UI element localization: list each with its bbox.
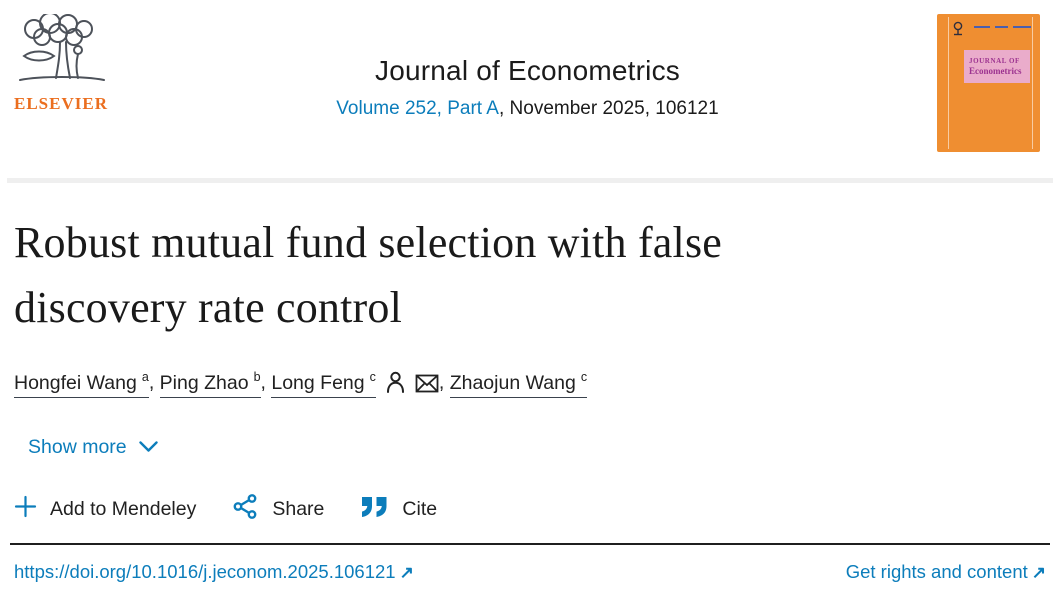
- share-icon: [232, 493, 259, 526]
- cover-rule-left: [948, 17, 949, 149]
- doi-url: https://doi.org/10.1016/j.jeconom.2025.1…: [14, 560, 396, 582]
- author-separator: ,: [260, 371, 272, 394]
- plus-icon: [14, 495, 37, 524]
- author-affiliation-sup: b: [253, 370, 261, 385]
- cover-title-line1: JOURNAL OF: [969, 57, 1020, 65]
- author-affiliation-sup: c: [580, 370, 588, 385]
- share-label: Share: [272, 497, 325, 520]
- issue-info: , November 2025, 106121: [498, 98, 719, 119]
- journal-info: Journal of Econometrics Volume 252, Part…: [118, 14, 937, 120]
- author-name: Zhaojun Wang: [449, 371, 576, 394]
- author-list: Hongfei Wang a, Ping Zhao b, Long Feng c , …: [14, 367, 1046, 403]
- add-to-mendeley-label: Add to Mendeley: [50, 497, 197, 520]
- doi-link[interactable]: https://doi.org/10.1016/j.jeconom.2025.1…: [14, 561, 414, 583]
- author-name: Long Feng: [271, 371, 365, 394]
- elsevier-wordmark: ELSEVIER: [14, 94, 108, 113]
- get-rights-link[interactable]: Get rights and content ↗: [846, 561, 1046, 583]
- elsevier-logo[interactable]: ELSEVIER: [14, 14, 118, 114]
- author-name: Hongfei Wang: [14, 371, 137, 394]
- rights-label: Get rights and content: [845, 560, 1028, 582]
- author-affiliation-sup: c: [369, 370, 376, 385]
- article-title: Robust mutual fund selection with false …: [14, 210, 1046, 340]
- cite-button[interactable]: Cite: [360, 495, 437, 524]
- elsevier-tree-icon: [14, 14, 118, 92]
- article-title-line2: discovery rate control: [14, 283, 403, 333]
- cover-title-line2: Econometrics: [969, 66, 1022, 76]
- journal-header: ELSEVIER Journal of Econometrics Volume …: [0, 0, 1060, 152]
- header-divider: [7, 178, 1053, 183]
- quote-cite-icon: [360, 495, 389, 524]
- chevron-down-icon: [138, 436, 158, 459]
- share-button[interactable]: Share: [232, 493, 324, 526]
- show-more-label: Show more: [28, 435, 127, 458]
- corresponding-author-icon[interactable]: [385, 371, 406, 403]
- author-separator: ,: [148, 371, 160, 394]
- cover-issue-meta: [974, 26, 1031, 28]
- author-separator: ,: [438, 371, 450, 394]
- journal-title-link[interactable]: Journal of Econometrics: [375, 55, 680, 86]
- cover-elsevier-mini-icon: [952, 21, 964, 42]
- external-link-arrow-icon: ↗: [399, 562, 414, 582]
- add-to-mendeley-button[interactable]: Add to Mendeley: [14, 495, 196, 524]
- cover-rule-right: [1032, 17, 1033, 149]
- journal-cover-thumbnail[interactable]: JOURNAL OF Econometrics: [937, 14, 1040, 152]
- author-link-hongfei-wang[interactable]: Hongfei Wang a: [14, 370, 149, 398]
- email-envelope-icon[interactable]: [415, 372, 439, 403]
- action-bar: Add to Mendeley Share: [14, 493, 1046, 526]
- author-link-ping-zhao[interactable]: Ping Zhao b: [159, 370, 261, 398]
- external-link-arrow-icon: ↗: [1031, 562, 1046, 582]
- author-affiliation-sup: a: [141, 370, 149, 385]
- cover-title-band: JOURNAL OF Econometrics: [964, 50, 1030, 83]
- volume-line: Volume 252, Part A, November 2025, 10612…: [118, 98, 937, 120]
- volume-link[interactable]: Volume 252, Part A: [336, 98, 499, 119]
- footer-links: https://doi.org/10.1016/j.jeconom.2025.1…: [14, 561, 1046, 583]
- article-title-line1: Robust mutual fund selection with false: [14, 218, 723, 267]
- author-link-zhaojun-wang[interactable]: Zhaojun Wang c: [449, 370, 588, 398]
- author-name: Ping Zhao: [159, 371, 249, 394]
- show-more-button[interactable]: Show more: [14, 436, 158, 459]
- author-link-long-feng[interactable]: Long Feng c: [271, 370, 376, 398]
- footer-divider: [10, 542, 1050, 545]
- cite-label: Cite: [402, 497, 438, 520]
